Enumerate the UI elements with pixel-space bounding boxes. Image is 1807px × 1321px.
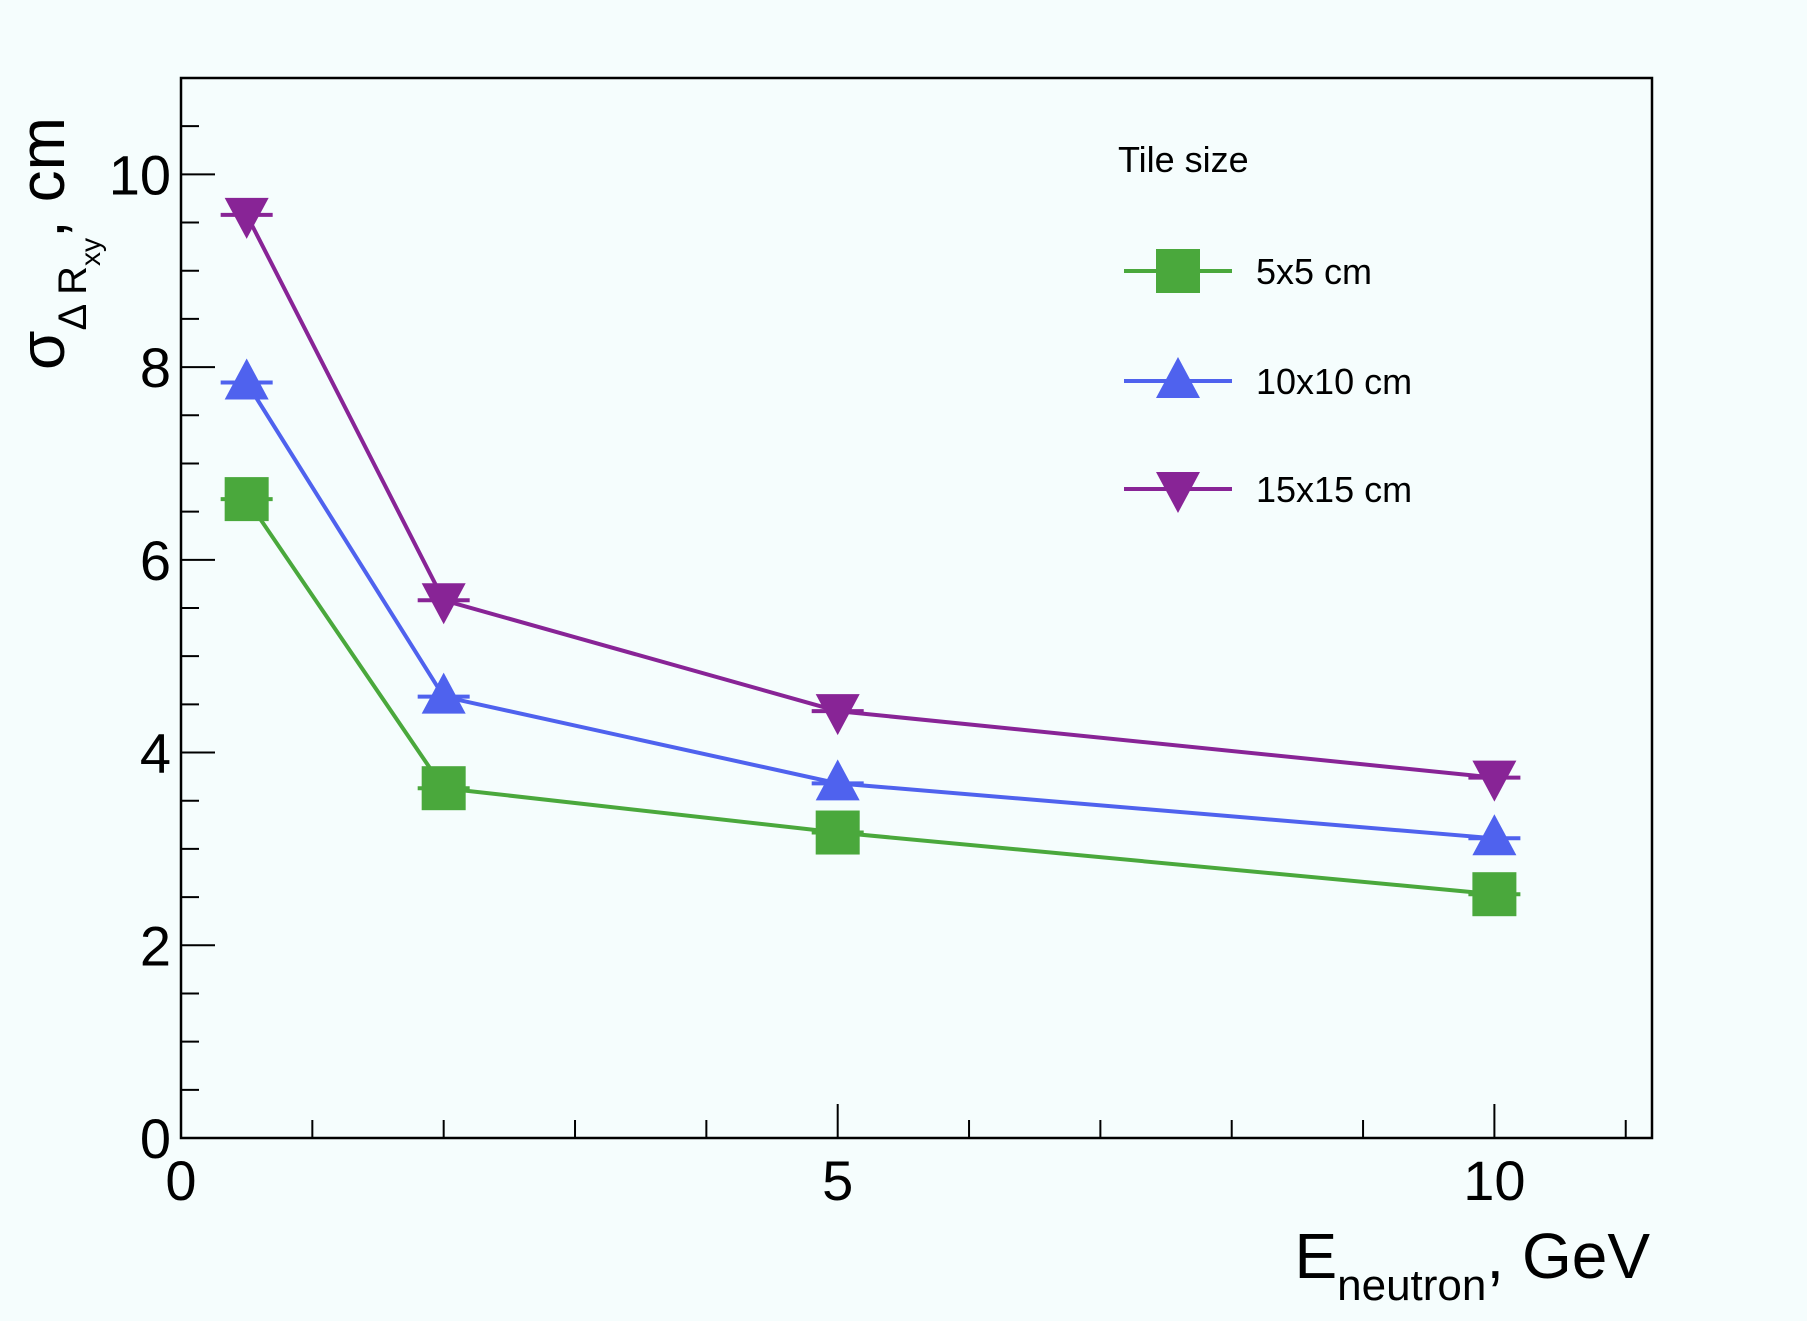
- data-point: [421, 672, 466, 714]
- y-axis-title: σΔ Rxy, cm: [6, 117, 106, 370]
- y-tick-label: 2: [140, 914, 171, 977]
- series-line: [245, 497, 1495, 897]
- data-point: [1472, 760, 1517, 802]
- legend-swatch-marker: [1156, 472, 1200, 513]
- y-tick-label: 10: [109, 143, 171, 206]
- legend-entry: 5x5 cm: [1124, 249, 1372, 293]
- y-tick-label: 6: [140, 529, 171, 592]
- x-axis-title-subscript: neutron: [1337, 1261, 1486, 1310]
- legend-label: 5x5 cm: [1256, 251, 1372, 292]
- data-point: [224, 477, 269, 522]
- legend-label: 10x10 cm: [1256, 361, 1412, 402]
- x-tick-label: 10: [1463, 1149, 1525, 1212]
- legend-swatch-marker: [1156, 357, 1200, 398]
- legend-entry: 10x10 cm: [1124, 357, 1412, 402]
- series-line: [244, 213, 1495, 780]
- x-axis-title: Eneutron, GeV: [1294, 1220, 1650, 1310]
- x-axis-title-tail: , GeV: [1486, 1220, 1650, 1292]
- y-axis-title-subscript: Δ R: [51, 266, 95, 331]
- y-axis-title-subsubscript: xy: [75, 238, 106, 266]
- data-point: [815, 810, 860, 855]
- series-layer: [220, 197, 1521, 917]
- legend-entry: 15x15 cm: [1124, 469, 1412, 513]
- x-tick-label: 0: [165, 1149, 196, 1212]
- data-point: [815, 759, 860, 801]
- y-axis-title-main: σ: [6, 331, 78, 371]
- series-2: [220, 358, 1521, 856]
- plot-frame-layer: [179, 76, 1654, 1140]
- plot-frame: [179, 76, 1654, 1140]
- y-tick-label: 4: [140, 722, 171, 785]
- series-1: [220, 477, 1521, 917]
- y-tick-label: 0: [140, 1107, 171, 1170]
- legend-title: Tile size: [1118, 139, 1249, 180]
- axes-layer: 0 5 10 0 2 4 6 8 10: [109, 77, 1627, 1212]
- x-axis-title-main: E: [1294, 1220, 1337, 1292]
- data-point: [421, 766, 466, 811]
- series-3: [220, 197, 1521, 802]
- legend-label: 15x15 cm: [1256, 469, 1412, 510]
- data-point: [1472, 872, 1517, 917]
- data-point: [224, 358, 269, 400]
- y-tick-label: 8: [140, 336, 171, 399]
- y-axis-title-tail: , cm: [6, 117, 78, 238]
- legend-swatch-marker: [1156, 249, 1200, 293]
- series-line: [244, 381, 1495, 841]
- legend: Tile size 5x5 cm 10x10 cm 15x15 cm: [1118, 139, 1412, 513]
- data-point: [1472, 814, 1517, 856]
- data-point: [421, 583, 466, 625]
- data-point: [224, 197, 269, 239]
- data-point: [815, 694, 860, 736]
- x-tick-label: 5: [822, 1149, 853, 1212]
